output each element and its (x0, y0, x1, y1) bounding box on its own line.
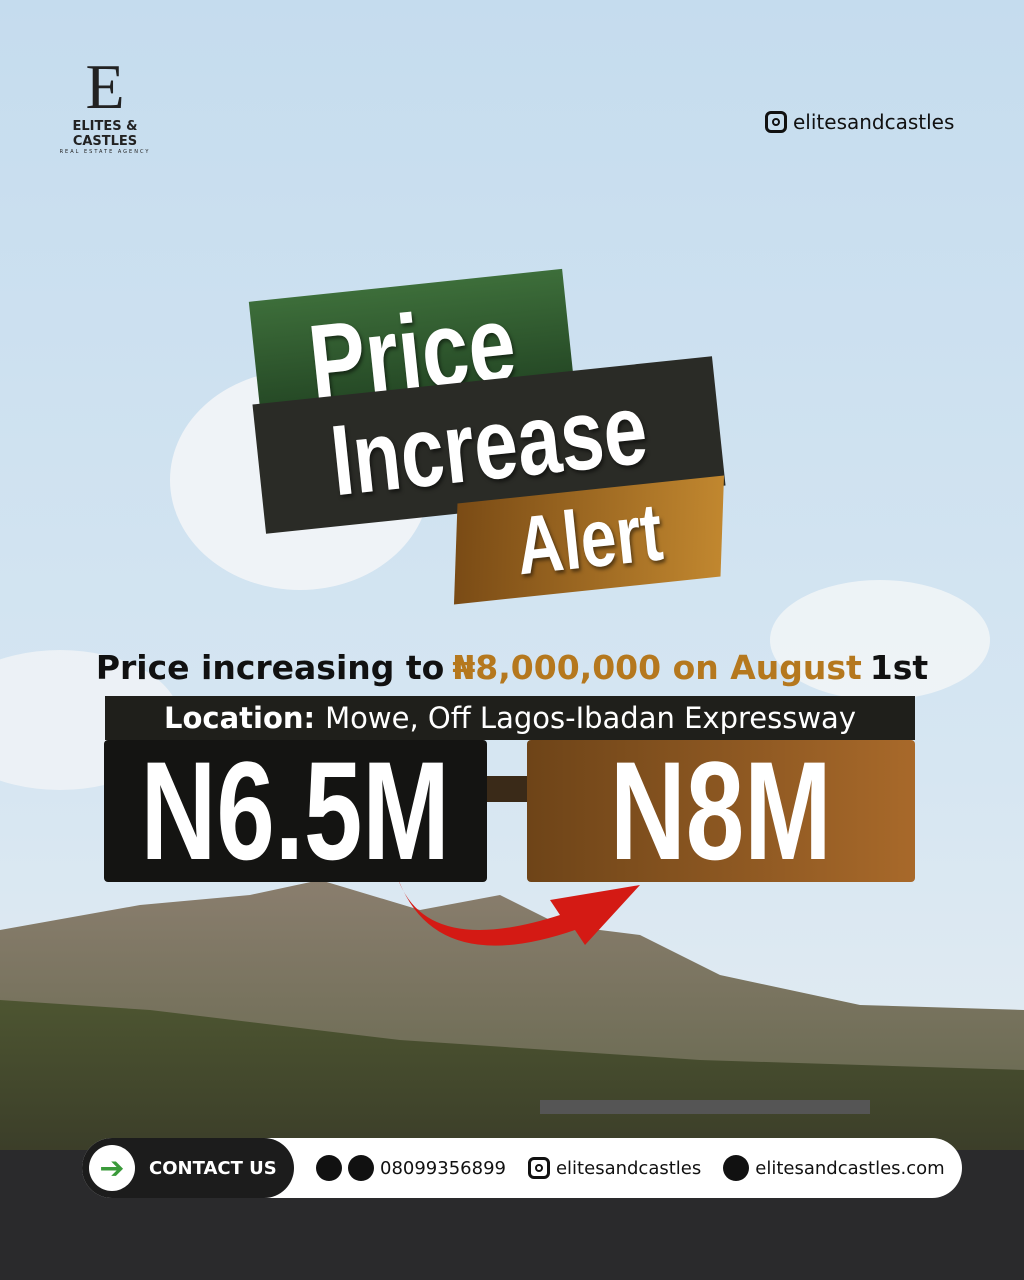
phone[interactable]: 08099356899 (316, 1155, 506, 1181)
brand: E ELITES & CASTLES REAL ESTATE AGENCY (40, 51, 170, 156)
handle: elitesandcastles (793, 110, 955, 134)
arrow (395, 870, 640, 946)
instagram-icon (527, 1157, 550, 1179)
url: elitesandcastles.com (755, 1157, 945, 1179)
logo: E (85, 51, 125, 122)
instagram-handle[interactable]: elitesandcastles (765, 110, 954, 134)
connector (487, 776, 527, 802)
price-text: N8M (610, 732, 832, 889)
lead: Price increasing to (95, 648, 445, 687)
arrow-icon: ➔ (89, 1145, 135, 1191)
phone-icon (316, 1155, 342, 1181)
announcement: Price increasing to ₦8,000,000 on August 1… (0, 648, 1024, 687)
price-text: N6.5M (140, 732, 451, 889)
instagram[interactable]: elitesandcastles (527, 1157, 702, 1179)
website[interactable]: elitesandcastles.com (723, 1155, 945, 1181)
instagram-icon (765, 111, 787, 133)
cta-text: CONTACT US (149, 1157, 277, 1179)
contact-button[interactable]: ➔ CONTACT US (82, 1138, 294, 1198)
old-price: N6.5M (104, 732, 487, 889)
location: Location: Mowe, Off Lagos-Ibadan Expressw… (105, 696, 915, 740)
phone-number: 08099356899 (380, 1157, 506, 1179)
location-label: Location: (164, 701, 316, 735)
handle: elitesandcastles (555, 1157, 702, 1179)
headline: Alert (511, 486, 667, 593)
new-price: ₦8,000,000 on August (452, 648, 862, 687)
globe-icon (723, 1155, 750, 1181)
new-price: N8M (527, 732, 915, 889)
whatsapp-icon (348, 1155, 374, 1181)
contact-bar: ➔ CONTACT US 08099356899 elitesandcastles… (82, 1138, 962, 1198)
brand-name: ELITES & CASTLES (72, 119, 138, 149)
location-text: Mowe, Off Lagos-Ibadan Expressway (325, 701, 856, 735)
brand-tagline: REAL ESTATE AGENCY (59, 149, 151, 155)
date: 1st (869, 648, 929, 687)
